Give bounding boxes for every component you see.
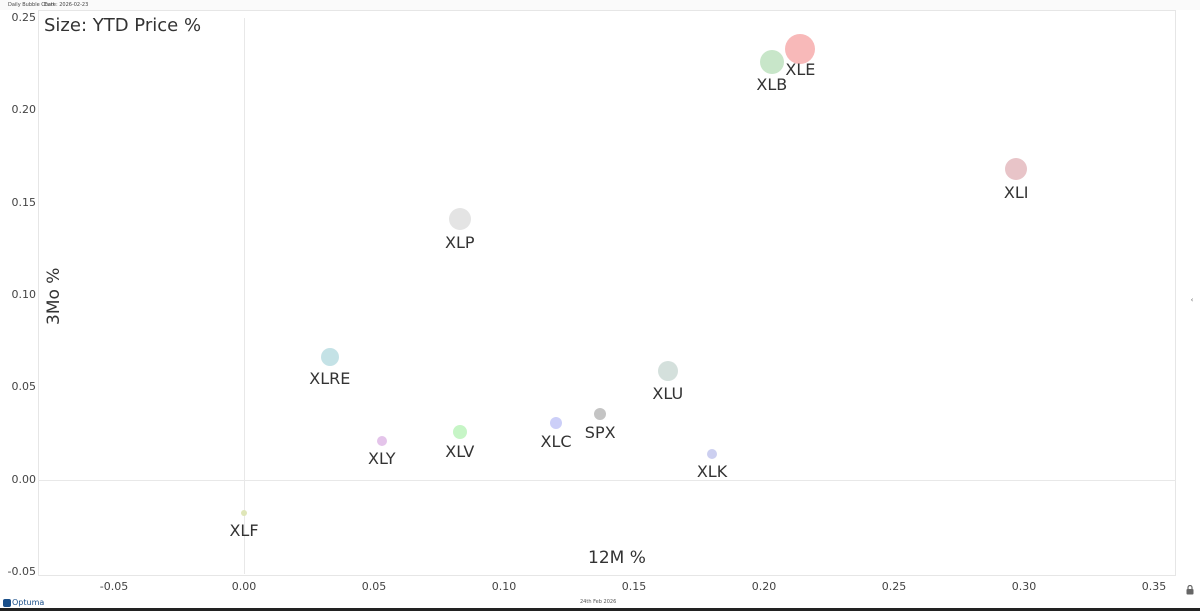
logo-mark — [3, 598, 11, 607]
bubble-label: XLP — [445, 232, 475, 252]
x-tick: 0.25 — [881, 580, 907, 593]
bubble-xlc[interactable] — [550, 416, 562, 429]
chart-date: Date: 2026-02-23 — [44, 2, 89, 8]
x-axis-label: 12M % — [588, 548, 646, 568]
bubble-label: XLRE — [309, 368, 351, 388]
plot-area[interactable] — [38, 10, 1176, 576]
bubble-label: XLI — [1003, 183, 1029, 203]
bubble-xli[interactable] — [1005, 158, 1028, 181]
x-tick: 0.00 — [231, 580, 257, 593]
bubble-xlp[interactable] — [448, 207, 471, 230]
bottom-bar — [0, 608, 1200, 611]
bubble-xlu[interactable] — [657, 361, 678, 382]
zero-x-line — [244, 18, 245, 574]
x-tick: 0.20 — [751, 580, 777, 593]
lock-icon[interactable] — [1186, 585, 1194, 595]
bubble-spx[interactable] — [594, 407, 607, 420]
chart-frame — [0, 10, 1200, 596]
bubble-label: XLE — [785, 60, 816, 80]
y-tick: -0.05 — [7, 565, 36, 578]
logo-text: Optuma — [12, 598, 45, 607]
bubble-xle[interactable] — [785, 34, 816, 65]
bubble-label: XLB — [756, 75, 788, 95]
y-tick: 0.05 — [11, 380, 37, 393]
y-tick: 0.15 — [11, 196, 37, 209]
chart-title: Daily Bubble Chart — [8, 2, 55, 8]
x-tick: 0.05 — [361, 580, 387, 593]
footer-date: 24th Feb 2026 — [580, 599, 617, 605]
y-tick: 0.20 — [11, 103, 37, 116]
chevron-left-icon[interactable]: ‹ — [1190, 296, 1194, 304]
chart-header: Daily Bubble Chart Date: 2026-02-23 — [0, 0, 1200, 10]
x-tick: 0.30 — [1011, 580, 1037, 593]
bubble-label: XLU — [652, 384, 684, 404]
bubble-label: XLC — [540, 431, 572, 451]
y-tick: 0.00 — [11, 473, 37, 486]
bubble-xlf[interactable] — [241, 510, 247, 517]
bubble-xlk[interactable] — [707, 449, 717, 460]
x-tick: 0.15 — [621, 580, 647, 593]
x-tick: 0.10 — [491, 580, 517, 593]
bubble-label: XLF — [229, 521, 259, 541]
y-axis-label: 3Mo % — [44, 267, 64, 325]
bubble-xlv[interactable] — [452, 425, 467, 440]
bubble-xly[interactable] — [376, 436, 387, 447]
x-tick: 0.35 — [1141, 580, 1167, 593]
optuma-logo-icon: Optuma — [3, 598, 44, 607]
size-legend-label: Size: YTD Price % — [44, 15, 202, 36]
bubble-label: SPX — [584, 422, 616, 442]
bubble-xlb[interactable] — [759, 50, 784, 75]
x-tick: -0.05 — [99, 580, 129, 593]
y-tick: 0.25 — [11, 11, 37, 24]
bubble-label: XLY — [368, 449, 396, 469]
bubble-label: XLK — [696, 462, 728, 482]
bubble-xlre[interactable] — [320, 347, 339, 366]
y-tick: 0.10 — [11, 288, 37, 301]
bubble-label: XLV — [445, 442, 475, 462]
zero-y-line — [38, 480, 1176, 481]
